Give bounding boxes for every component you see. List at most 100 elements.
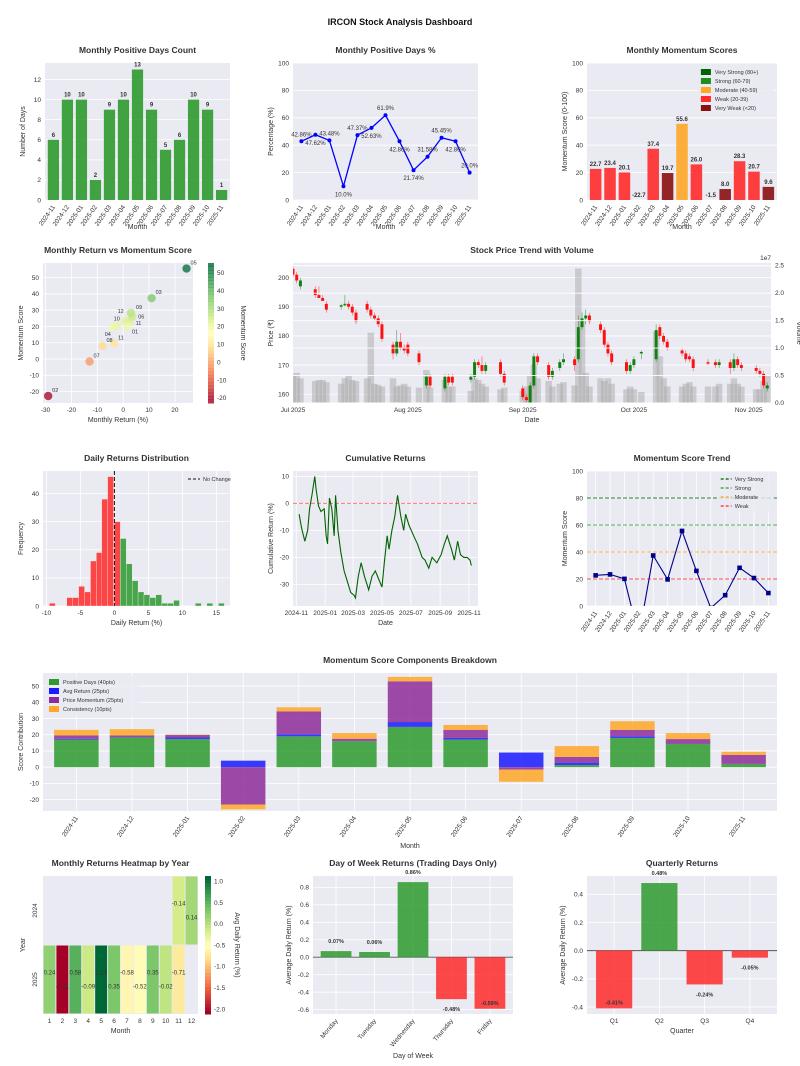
candle-body — [628, 365, 632, 371]
histogram-bar — [72, 597, 79, 606]
x-axis-label: Month — [128, 224, 148, 231]
y-tick-label: 60 — [576, 522, 584, 529]
data-point — [737, 565, 742, 571]
stacked-bar-segment — [332, 738, 377, 742]
colorbar-segment — [205, 993, 211, 998]
x-tick-label: 6 — [112, 1018, 116, 1025]
x-tick-label: 5 — [147, 610, 151, 617]
candle-body — [584, 315, 588, 319]
x-tick-label: -30 — [41, 407, 51, 414]
candle-body — [547, 365, 551, 377]
volume-bar — [704, 386, 712, 403]
candle-body — [728, 362, 732, 368]
y-tick-label: 0.6 — [300, 902, 309, 909]
legend-label: No Change — [203, 477, 231, 483]
candle-body — [599, 324, 603, 331]
x-tick-label: 0 — [113, 610, 117, 617]
histogram-bar — [137, 591, 145, 606]
y-tick-label: 20 — [282, 170, 290, 177]
bar — [187, 99, 200, 200]
colorbar-segment — [205, 941, 211, 946]
volume-bar — [652, 331, 660, 403]
plot-area — [587, 883, 777, 1009]
data-point — [355, 133, 360, 138]
y-tick-label: 40 — [32, 491, 40, 498]
colorbar-tick-label: -2.0 — [214, 1006, 226, 1013]
bar-value-label: 9.6 — [764, 180, 773, 186]
x-tick-label: Q2 — [655, 1018, 664, 1025]
bar — [117, 99, 130, 200]
colorbar-tick-label: -1.5 — [214, 985, 226, 992]
bar — [61, 99, 74, 200]
x-tick-label: Q1 — [610, 1018, 619, 1025]
x-tick-label: 3 — [73, 1018, 77, 1025]
y-tick-label: 20 — [32, 547, 40, 554]
chart-title: Monthly Momentum Scores — [627, 45, 738, 55]
heatmap-cell — [43, 945, 56, 1014]
x-tick-label: 2025-09 — [617, 815, 637, 839]
colorbar-segment — [208, 368, 214, 372]
heatmap-cell — [133, 945, 146, 1014]
y-tick-label: 10 — [32, 748, 40, 755]
y-tick-label: 20 — [32, 732, 40, 739]
colorbar-segment — [208, 277, 214, 281]
colorbar-segment — [205, 972, 211, 977]
stacked-bar-segment — [220, 804, 266, 810]
volume-bar — [734, 383, 741, 403]
legend-swatch — [700, 87, 711, 93]
momentum-trend-chart: 0204060801002024-112024-122025-012025-02… — [562, 453, 777, 634]
candle-body — [484, 365, 488, 371]
histogram-bar — [66, 597, 73, 606]
volume-bar — [682, 383, 690, 403]
stacked-bar-segment — [721, 754, 766, 764]
y-tick-label: 40 — [282, 143, 290, 150]
legend-swatch — [49, 697, 59, 703]
chart-title: Stock Price Trend with Volume — [470, 245, 594, 255]
y-tick-label: -0.2 — [572, 976, 584, 983]
candle-body — [293, 268, 295, 275]
bar-value-label: 26.0 — [691, 157, 703, 163]
positive-days-pct-chart: 0204060801002024-112024-122025-012025-02… — [268, 45, 479, 231]
stacked-bar-segment — [220, 767, 266, 805]
x-tick-label: Thursday — [432, 1017, 455, 1043]
stacked-bar-segment — [332, 733, 377, 739]
bar — [320, 951, 352, 958]
candle-body — [321, 298, 325, 301]
bar-value-label: 20.1 — [619, 165, 631, 171]
volume-bar — [663, 386, 671, 403]
bar — [719, 189, 731, 200]
candle-body — [754, 368, 758, 371]
scatter-point — [43, 391, 53, 401]
bar-value-label: -0.41% — [605, 1000, 623, 1006]
legend-swatch — [700, 69, 711, 75]
histogram-bar — [161, 603, 168, 606]
y-tick-label: 6 — [37, 137, 41, 144]
colorbar-segment — [205, 913, 211, 918]
legend-label: Avg Return (25pts) — [63, 689, 109, 695]
stacked-bar-segment — [443, 737, 488, 740]
volume-bar — [337, 383, 345, 403]
colorbar-segment — [208, 392, 214, 397]
plot-background — [293, 471, 478, 606]
point-label: 07 — [94, 353, 100, 359]
stacked-bar-segment — [665, 743, 711, 768]
volume-bar — [560, 382, 567, 403]
data-point — [593, 573, 598, 578]
y-tick-label: 50 — [32, 275, 40, 282]
legend-label: Very Weak (<20) — [715, 106, 756, 112]
plot-area — [293, 476, 478, 600]
bar-value-label: 0.86% — [405, 870, 421, 876]
point-label: 11 — [136, 321, 142, 327]
stacked-bar-segment — [276, 734, 322, 737]
volume-bar — [500, 387, 508, 403]
heatmap-cell-label: 0.35 — [108, 985, 120, 991]
x-tick-label: 2025-11 — [457, 610, 481, 617]
candle-body — [317, 295, 321, 298]
volume-bar — [630, 389, 638, 403]
colorbar-tick-label: 1.0 — [214, 879, 223, 886]
colorbar-segment — [205, 1003, 211, 1008]
x-tick-label: 2024-11 — [61, 815, 80, 838]
plot-area — [589, 123, 775, 200]
volume-tick-label: 2.0 — [775, 290, 784, 297]
